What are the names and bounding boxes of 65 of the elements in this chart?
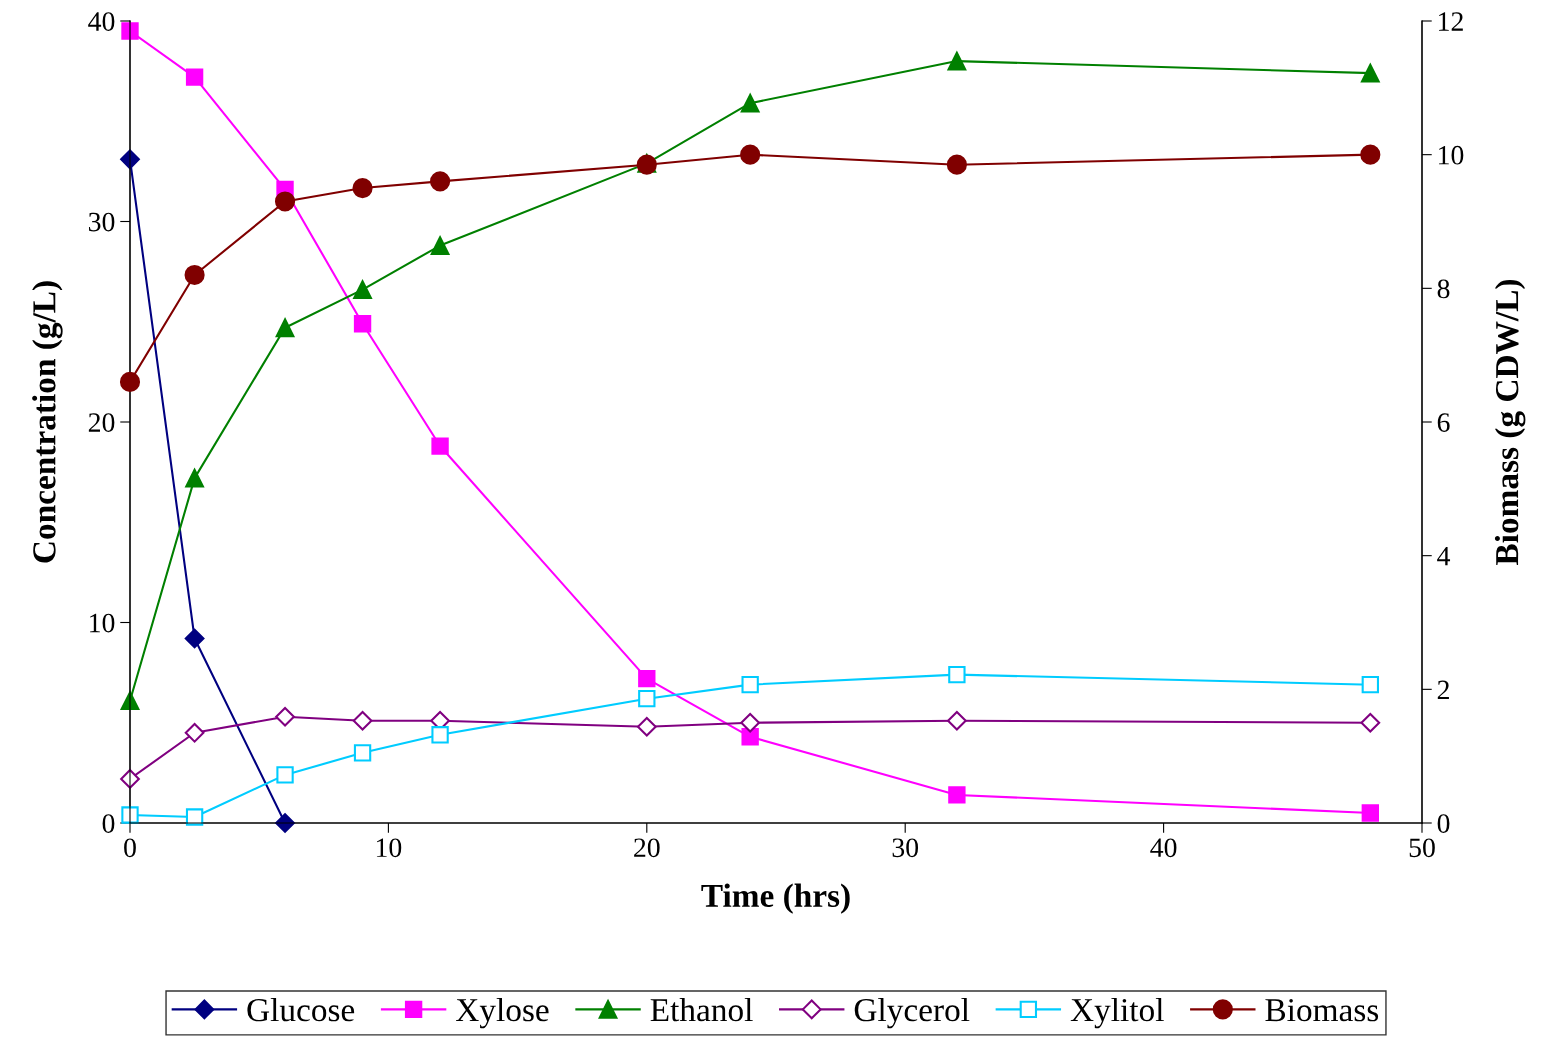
point [1360, 712, 1381, 733]
y2-tick-label: 0 [1437, 814, 1450, 833]
point [1361, 675, 1379, 694]
x-tick-label: 20 [634, 838, 660, 858]
point [946, 154, 967, 175]
point [185, 808, 204, 826]
y-axis-title: Concentration (g/L) [32, 281, 63, 563]
point [185, 68, 204, 86]
point [947, 51, 967, 71]
point [184, 722, 205, 743]
legend-label: Ethanol [650, 997, 753, 1022]
point [636, 716, 657, 737]
point [274, 191, 296, 212]
point [1360, 63, 1380, 83]
point [638, 669, 656, 688]
legend-label: Glycerol [854, 997, 970, 1029]
point [948, 665, 966, 684]
y-tick-label: 30 [88, 212, 115, 232]
point [741, 675, 759, 694]
y2-axis-title: Biomass (g CDW/L) [1494, 279, 1526, 565]
point [352, 178, 373, 199]
point [275, 706, 295, 727]
point [275, 318, 295, 338]
point [431, 437, 449, 455]
point [740, 144, 761, 165]
point [947, 710, 967, 731]
point [276, 766, 294, 784]
y-tick-label: 40 [88, 12, 115, 31]
point [430, 171, 451, 192]
y-tick-label: 10 [90, 613, 115, 633]
point [740, 712, 761, 733]
point [638, 690, 656, 708]
x-tick-label: 0 [124, 838, 136, 858]
point [1361, 804, 1379, 822]
point [431, 726, 449, 744]
point [353, 744, 372, 762]
point [184, 628, 205, 649]
point [353, 315, 372, 333]
y2-tick-label: 4 [1437, 547, 1451, 566]
y2-tick-label: 8 [1437, 279, 1450, 299]
legend-label: Biomass [1265, 998, 1379, 1022]
point [741, 728, 759, 746]
y2-tick-label: 12 [1439, 12, 1463, 31]
legend-label: Glucose [247, 997, 355, 1022]
point [740, 93, 760, 113]
y2-tick-label: 2 [1437, 680, 1449, 699]
point [352, 710, 373, 731]
y2-tick-label: 6 [1437, 413, 1450, 432]
x-tick-label: 40 [1150, 838, 1177, 858]
point [948, 786, 966, 804]
point [185, 468, 204, 488]
legend-label: Xylose [456, 997, 549, 1029]
y-tick-label: 20 [88, 413, 115, 432]
y-tick-label: 0 [102, 814, 115, 833]
point [184, 264, 205, 286]
x-tick-label: 10 [376, 838, 402, 858]
point [1360, 144, 1381, 165]
x-tick-label: 30 [892, 838, 919, 858]
x-axis-title: Time (hrs) [701, 883, 850, 914]
x-tick-label: 50 [1409, 838, 1435, 858]
point [353, 280, 372, 300]
point [119, 371, 141, 392]
point [430, 236, 450, 255]
legend-label: Xylitol [1070, 997, 1164, 1029]
y2-tick-label: 10 [1439, 145, 1464, 165]
